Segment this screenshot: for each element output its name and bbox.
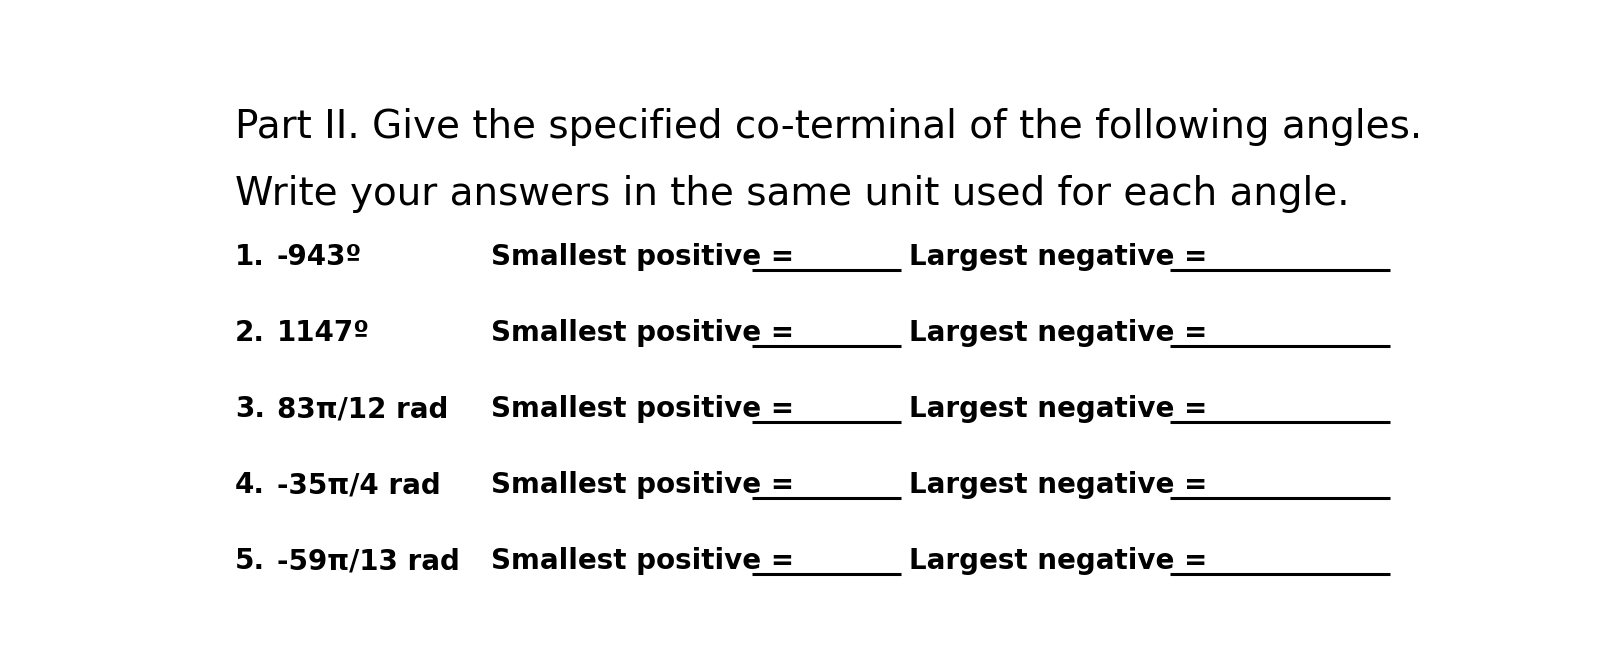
Text: Write your answers in the same unit used for each angle.: Write your answers in the same unit used… <box>235 175 1349 213</box>
Text: Smallest positive =: Smallest positive = <box>491 319 795 348</box>
Text: Smallest positive =: Smallest positive = <box>491 472 795 500</box>
Text: 83π/12 rad: 83π/12 rad <box>277 396 448 424</box>
Text: 1147º: 1147º <box>277 319 370 348</box>
Text: 2.: 2. <box>235 319 264 348</box>
Text: 1.: 1. <box>235 243 264 271</box>
Text: -943º: -943º <box>277 243 362 271</box>
Text: Smallest positive =: Smallest positive = <box>491 396 795 424</box>
Text: Largest negative =: Largest negative = <box>909 548 1208 575</box>
Text: Largest negative =: Largest negative = <box>909 319 1208 348</box>
Text: 5.: 5. <box>235 548 266 575</box>
Text: Largest negative =: Largest negative = <box>909 472 1208 500</box>
Text: 3.: 3. <box>235 396 264 424</box>
Text: Largest negative =: Largest negative = <box>909 243 1208 271</box>
Text: Smallest positive =: Smallest positive = <box>491 243 795 271</box>
Text: Smallest positive =: Smallest positive = <box>491 548 795 575</box>
Text: -35π/4 rad: -35π/4 rad <box>277 472 440 500</box>
Text: -59π/13 rad: -59π/13 rad <box>277 548 459 575</box>
Text: Part II. Give the specified co-terminal of the following angles.: Part II. Give the specified co-terminal … <box>235 108 1422 146</box>
Text: 4.: 4. <box>235 472 264 500</box>
Text: Largest negative =: Largest negative = <box>909 396 1208 424</box>
